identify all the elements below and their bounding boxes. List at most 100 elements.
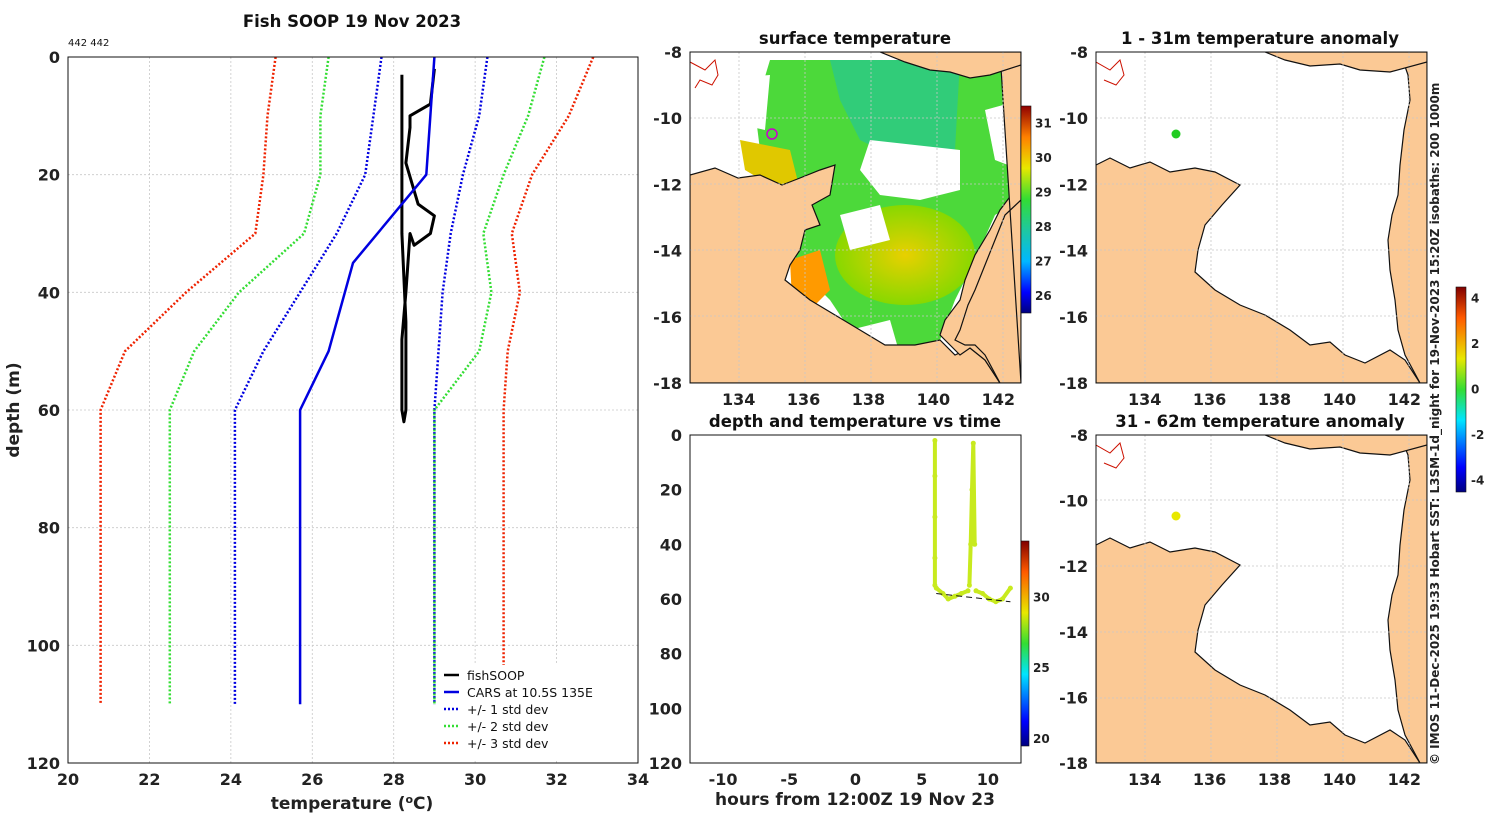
anomaly-colorbar-tick-label: -4 [1471,474,1484,488]
profile-id-label: 442 442 [68,38,109,49]
anomaly-map-2-grid [1096,435,1427,763]
anomaly-map-2-panel: 31 - 62m temperature anomaly 134 136 138 14… [1059,412,1428,789]
profile-ytick-label: 100 [27,636,60,655]
time-plot-ytick-label: 80 [660,645,682,664]
anomaly-map-2-xtick-label: 136 [1193,770,1226,789]
time-series-point [932,514,938,520]
sst-map-xtick-label: 140 [917,390,950,409]
sst-map-xtick-label: 136 [787,390,820,409]
sst-map-panel: surface temperature [653,29,1052,409]
profile-ytick-label: 60 [38,401,60,420]
time-plot-ytick-label: 60 [660,590,682,609]
sst-colorbar-tick-label: 31 [1035,116,1052,130]
svg-text:fishSOOP: fishSOOP [467,668,525,683]
anomaly-map-1-xtick-label: 134 [1128,390,1161,409]
time-plot-ytick-label: 100 [649,699,682,718]
legend-entry-std2: +/- 2 std dev [444,719,549,734]
sst-map-ytick-label: -10 [653,109,682,128]
anomaly-map-2-ytick-label: -18 [1059,754,1088,773]
anomaly-map-2-xtick-label: 140 [1323,770,1356,789]
anomaly-map-1-ytick-label: -16 [1059,308,1088,327]
time-series-point [965,588,971,594]
time-plot-xtick-label: -10 [709,770,738,789]
credit-text: © IMOS 11-Dec-2025 19:33 Hobart SST: L3S… [1428,83,1443,765]
time-colorbar-tick-label: 30 [1033,591,1050,605]
time-plot-title: depth and temperature vs time [709,412,1001,431]
sst-map-ytick-label: -12 [653,175,682,194]
sst-map-xtick-label: 134 [722,390,755,409]
time-series-point [932,438,938,443]
time-series-point [932,555,938,561]
anomaly-map-2-body [1096,435,1427,763]
sst-map-ytick-label: -16 [653,308,682,327]
time-plot-ytick-label: 0 [671,426,682,445]
sst-colorbar-ticks: 31 30 29 28 27 26 [1035,116,1052,303]
time-plot-marks [932,438,1013,605]
anomaly-map-1-xtick-label: 138 [1258,390,1291,409]
profile-axes-frame [67,56,639,764]
time-plot-ytick-label: 120 [649,754,682,773]
time-series-point [966,582,972,588]
anomaly-colorbar-ticks: 4 2 0 -2 -4 [1471,291,1484,487]
anomaly-colorbar-tick-label: 2 [1471,337,1479,351]
anomaly-map-1-frame [1095,51,1428,384]
profile-panel: Fish SOOP 19 Nov 2023 442 442 20 22 24 26 28… [4,12,649,814]
anomaly-map-1-xtick-label: 142 [1388,390,1421,409]
time-plot-ytick-label: 40 [660,535,682,554]
std2-low-line [168,56,330,705]
anomaly-map-1-body [1096,52,1427,383]
profile-series [99,56,595,705]
sst-map-title: surface temperature [759,29,951,48]
time-plot-xtick-label: 0 [850,770,861,789]
anomaly-map-1-ytick-label: -12 [1059,175,1088,194]
profile-ytick-label: 0 [49,48,60,67]
time-series-point [980,591,986,596]
profile-ytick-label: 120 [27,754,60,773]
sst-map-ytick-label: -8 [664,43,682,62]
std1-low-line [233,56,383,705]
legend-entry-std1: +/- 1 std dev [444,702,549,717]
sst-land-cape-york [954,52,1021,383]
legend-entry-std3: +/- 3 std dev [444,736,549,751]
anomaly-1-point [1171,129,1181,139]
legend-entry-fishsoop: fishSOOP [444,668,525,683]
anomaly-1-land-png [1264,52,1427,73]
anomaly-map-1-ytick-label: -14 [1059,242,1088,261]
legend-entry-cars: CARS at 10.5S 135E [444,685,593,700]
anomaly-map-2-ytick-label: -12 [1059,557,1088,576]
time-series-point [952,593,958,599]
time-colorbar-tick-label: 25 [1033,661,1050,675]
anomaly-2-land-png [1264,435,1427,456]
anomaly-2-land-australia [1096,537,1421,763]
time-plot-panel: depth and temperature vs time -10 -5 0 5 100… [649,412,1050,810]
anomaly-map-2-ytick-label: -8 [1070,426,1088,445]
anomaly-map-2-xtick-label: 138 [1258,770,1291,789]
anomaly-map-1-ticks: 134 136 138 140 142 -8 -10 -12 -14 -16 -18 [1059,43,1421,409]
time-plot-ytick-label: 20 [660,481,682,500]
anomaly-map-2-xtick-label: 134 [1128,770,1161,789]
cloud-gap-5 [710,75,770,130]
sst-map-xtick-label: 138 [852,390,885,409]
time-plot-xlabel: hours from 12:00Z 19 Nov 23 [715,790,995,810]
svg-text:CARS at 10.5S 135E: CARS at 10.5S 135E [467,685,593,700]
anomaly-map-1-panel: 1 - 31m temperature anomaly 134 136 138 140… [1059,29,1428,409]
sst-map-ytick-label: -18 [653,374,682,393]
anomaly-map-1-title: 1 - 31m temperature anomaly [1121,29,1399,48]
time-plot-xtick-label: 10 [977,770,999,789]
anomaly-map-2-xtick-label: 142 [1388,770,1421,789]
profile-xtick-label: 34 [627,770,649,789]
anomaly-map-1-grid [1096,52,1427,383]
anomaly-map-2-ytick-label: -10 [1059,492,1088,511]
anomaly-colorbar-tick-label: 0 [1471,383,1479,397]
time-plot-xtick-label: 5 [916,770,927,789]
anomaly-1-isobath [1096,59,1125,86]
std2-high-line [433,56,546,705]
time-series-point [933,585,939,591]
profile-xtick-label: 32 [545,770,567,789]
time-series-point [973,588,979,594]
sst-colorbar-tick-label: 27 [1035,254,1052,268]
time-series-point [968,541,974,547]
profile-xlabel: temperature (oC) [271,793,434,815]
